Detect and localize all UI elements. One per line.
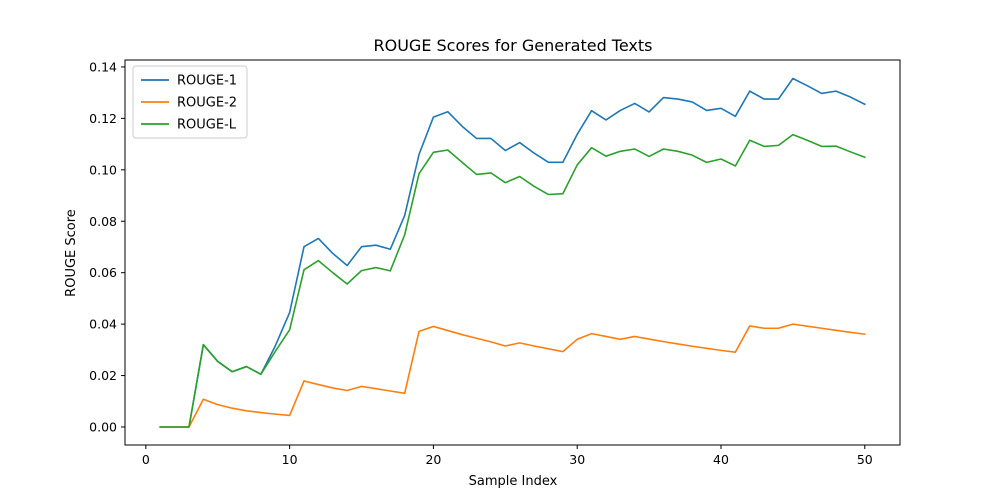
x-axis-label: Sample Index bbox=[469, 474, 558, 489]
y-tick-label: 0.06 bbox=[89, 265, 117, 280]
x-tick-label: 0 bbox=[142, 452, 150, 467]
y-tick-label: 0.02 bbox=[89, 368, 117, 383]
legend-box bbox=[132, 65, 248, 139]
series-line-rouge-2 bbox=[159, 323, 866, 428]
legend-label: ROUGE-L bbox=[177, 118, 237, 133]
x-tick-label: 10 bbox=[282, 452, 298, 467]
legend-item: ROUGE-2 bbox=[141, 96, 237, 111]
y-tick-label: 0.00 bbox=[89, 419, 117, 434]
plot-area bbox=[124, 59, 901, 446]
y-tick-label: 0.14 bbox=[89, 59, 117, 74]
series-line-rouge-1 bbox=[159, 77, 866, 428]
x-tick-label: 30 bbox=[569, 452, 585, 467]
chart-title: ROUGE Scores for Generated Texts bbox=[374, 36, 653, 55]
series-line-rouge-l bbox=[159, 133, 866, 428]
legend: ROUGE-1 ROUGE-2 ROUGE-L bbox=[132, 65, 248, 139]
x-tick-label: 20 bbox=[425, 452, 441, 467]
legend-label: ROUGE-1 bbox=[177, 74, 237, 89]
legend-item: ROUGE-L bbox=[141, 118, 237, 133]
legend-label: ROUGE-2 bbox=[177, 96, 237, 111]
y-tick-label: 0.08 bbox=[89, 214, 117, 229]
y-tick-label: 0.10 bbox=[89, 162, 117, 177]
y-tick-label: 0.04 bbox=[89, 317, 117, 332]
legend-item: ROUGE-1 bbox=[141, 74, 237, 89]
y-tick-label: 0.12 bbox=[89, 111, 117, 126]
x-tick-label: 40 bbox=[713, 452, 729, 467]
y-axis-label: ROUGE Score bbox=[64, 209, 79, 297]
axis-ticks: 0 10 20 30 40 50 0.00 0.02 0.04 0.06 0.08 0.10 0.12 0… bbox=[89, 59, 873, 467]
axes-frame bbox=[124, 59, 901, 446]
x-tick-label: 50 bbox=[857, 452, 873, 467]
